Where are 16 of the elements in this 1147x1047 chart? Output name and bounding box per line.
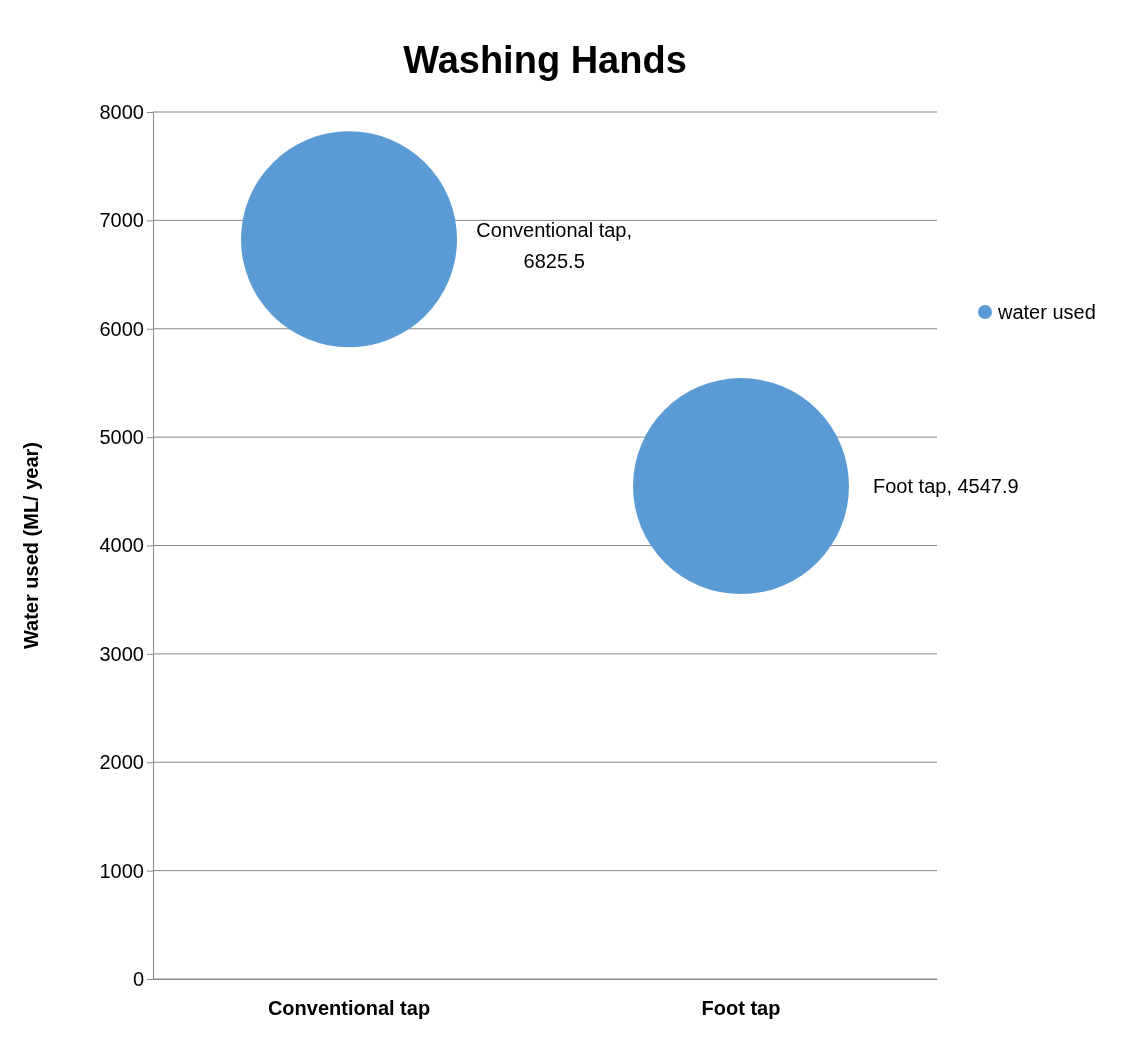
legend-label: water used [997, 301, 1096, 323]
y-tick-label: 5000 [99, 426, 144, 449]
x-tick-label: Conventional tap [267, 997, 431, 1020]
y-tick-label: 7000 [99, 209, 144, 232]
y-tick-label: 4000 [99, 534, 144, 557]
y-tick-label: 8000 [99, 100, 144, 123]
data-label: Foot tap, 4547.9 [873, 475, 1019, 498]
data-label: Conventional tap, 6825.5 [476, 219, 633, 273]
x-tick-label: Foot tap [701, 997, 781, 1020]
y-tick-label: 1000 [99, 859, 144, 882]
chart-title: Washing Hands [403, 39, 687, 81]
y-tick-label: 3000 [99, 642, 144, 665]
y-tick-label: 6000 [99, 317, 144, 340]
y-axis-title: Water used (ML/ year) [20, 441, 42, 650]
y-tick-label: 0 [132, 967, 144, 990]
y-tick-label: 2000 [99, 751, 144, 774]
